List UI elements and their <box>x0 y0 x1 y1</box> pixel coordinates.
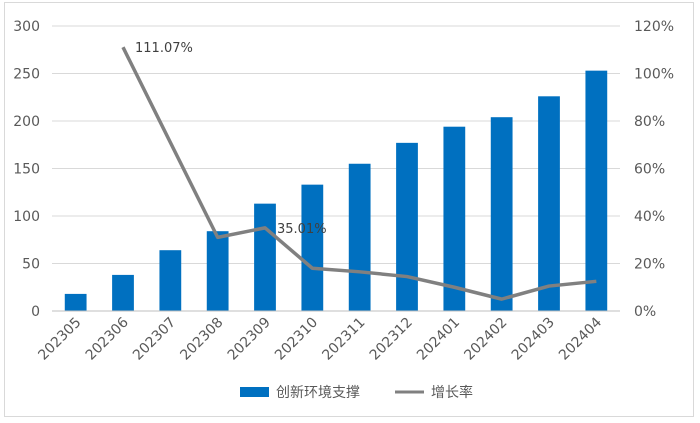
y2-tick-label: 80% <box>634 114 665 130</box>
bar <box>254 203 276 311</box>
bar-series <box>64 70 608 312</box>
legend: 创新环境支撑 增长率 <box>240 384 473 401</box>
y2-tick-label: 40% <box>634 209 665 225</box>
x-tick-label: 202310 <box>272 315 321 364</box>
y2-tick-label: 120% <box>634 19 674 35</box>
y-tick-label: 50 <box>22 257 40 273</box>
gridlines <box>52 25 620 312</box>
bar <box>396 142 418 311</box>
y2-tick-label: 0% <box>634 304 656 320</box>
y-axis-right: 0% 20% 40% 60% 80% 100% 120% <box>634 19 674 320</box>
y-tick-label: 100 <box>13 209 40 225</box>
y-tick-label: 300 <box>13 19 40 35</box>
x-tick-label: 202401 <box>414 315 463 364</box>
legend-bar-label: 创新环境支撑 <box>276 385 360 401</box>
y-tick-label: 200 <box>13 114 40 130</box>
line-data-label: 35.01% <box>277 222 327 237</box>
y-axis-left: 0 50 100 150 200 250 300 <box>13 19 40 320</box>
y-tick-label: 0 <box>31 304 40 320</box>
x-tick-label: 202308 <box>177 315 226 364</box>
x-tick-label: 202306 <box>83 314 132 363</box>
bar <box>301 184 324 311</box>
y2-tick-label: 20% <box>634 257 665 273</box>
bar <box>585 70 608 312</box>
y-tick-label: 250 <box>13 67 40 83</box>
x-tick-label: 202309 <box>225 315 274 364</box>
bar <box>443 126 466 311</box>
x-tick-label: 202403 <box>509 315 558 364</box>
x-tick-label: 202305 <box>35 315 84 364</box>
x-tick-label: 202404 <box>556 314 605 363</box>
x-tick-label: 202402 <box>461 315 510 364</box>
bar <box>348 163 371 311</box>
x-axis: 2023052023062023072023082023092023102023… <box>35 310 620 364</box>
bar <box>64 293 87 311</box>
bar <box>112 274 134 311</box>
x-tick-label: 202307 <box>130 315 179 364</box>
bar <box>206 231 229 311</box>
y2-tick-label: 60% <box>634 162 665 178</box>
line-series <box>121 46 597 301</box>
legend-line-label: 增长率 <box>431 384 473 401</box>
bar <box>159 250 182 311</box>
y2-tick-label: 100% <box>634 67 674 83</box>
legend-bar-swatch <box>240 387 269 397</box>
data-labels: 111.07% 35.01% <box>135 41 327 237</box>
bar <box>490 117 513 311</box>
x-tick-label: 202311 <box>319 315 368 364</box>
line-data-label: 111.07% <box>135 41 193 56</box>
y-tick-label: 150 <box>13 162 40 178</box>
chart-border <box>4 2 694 417</box>
x-tick-label: 202312 <box>367 315 416 364</box>
bar <box>538 96 560 311</box>
